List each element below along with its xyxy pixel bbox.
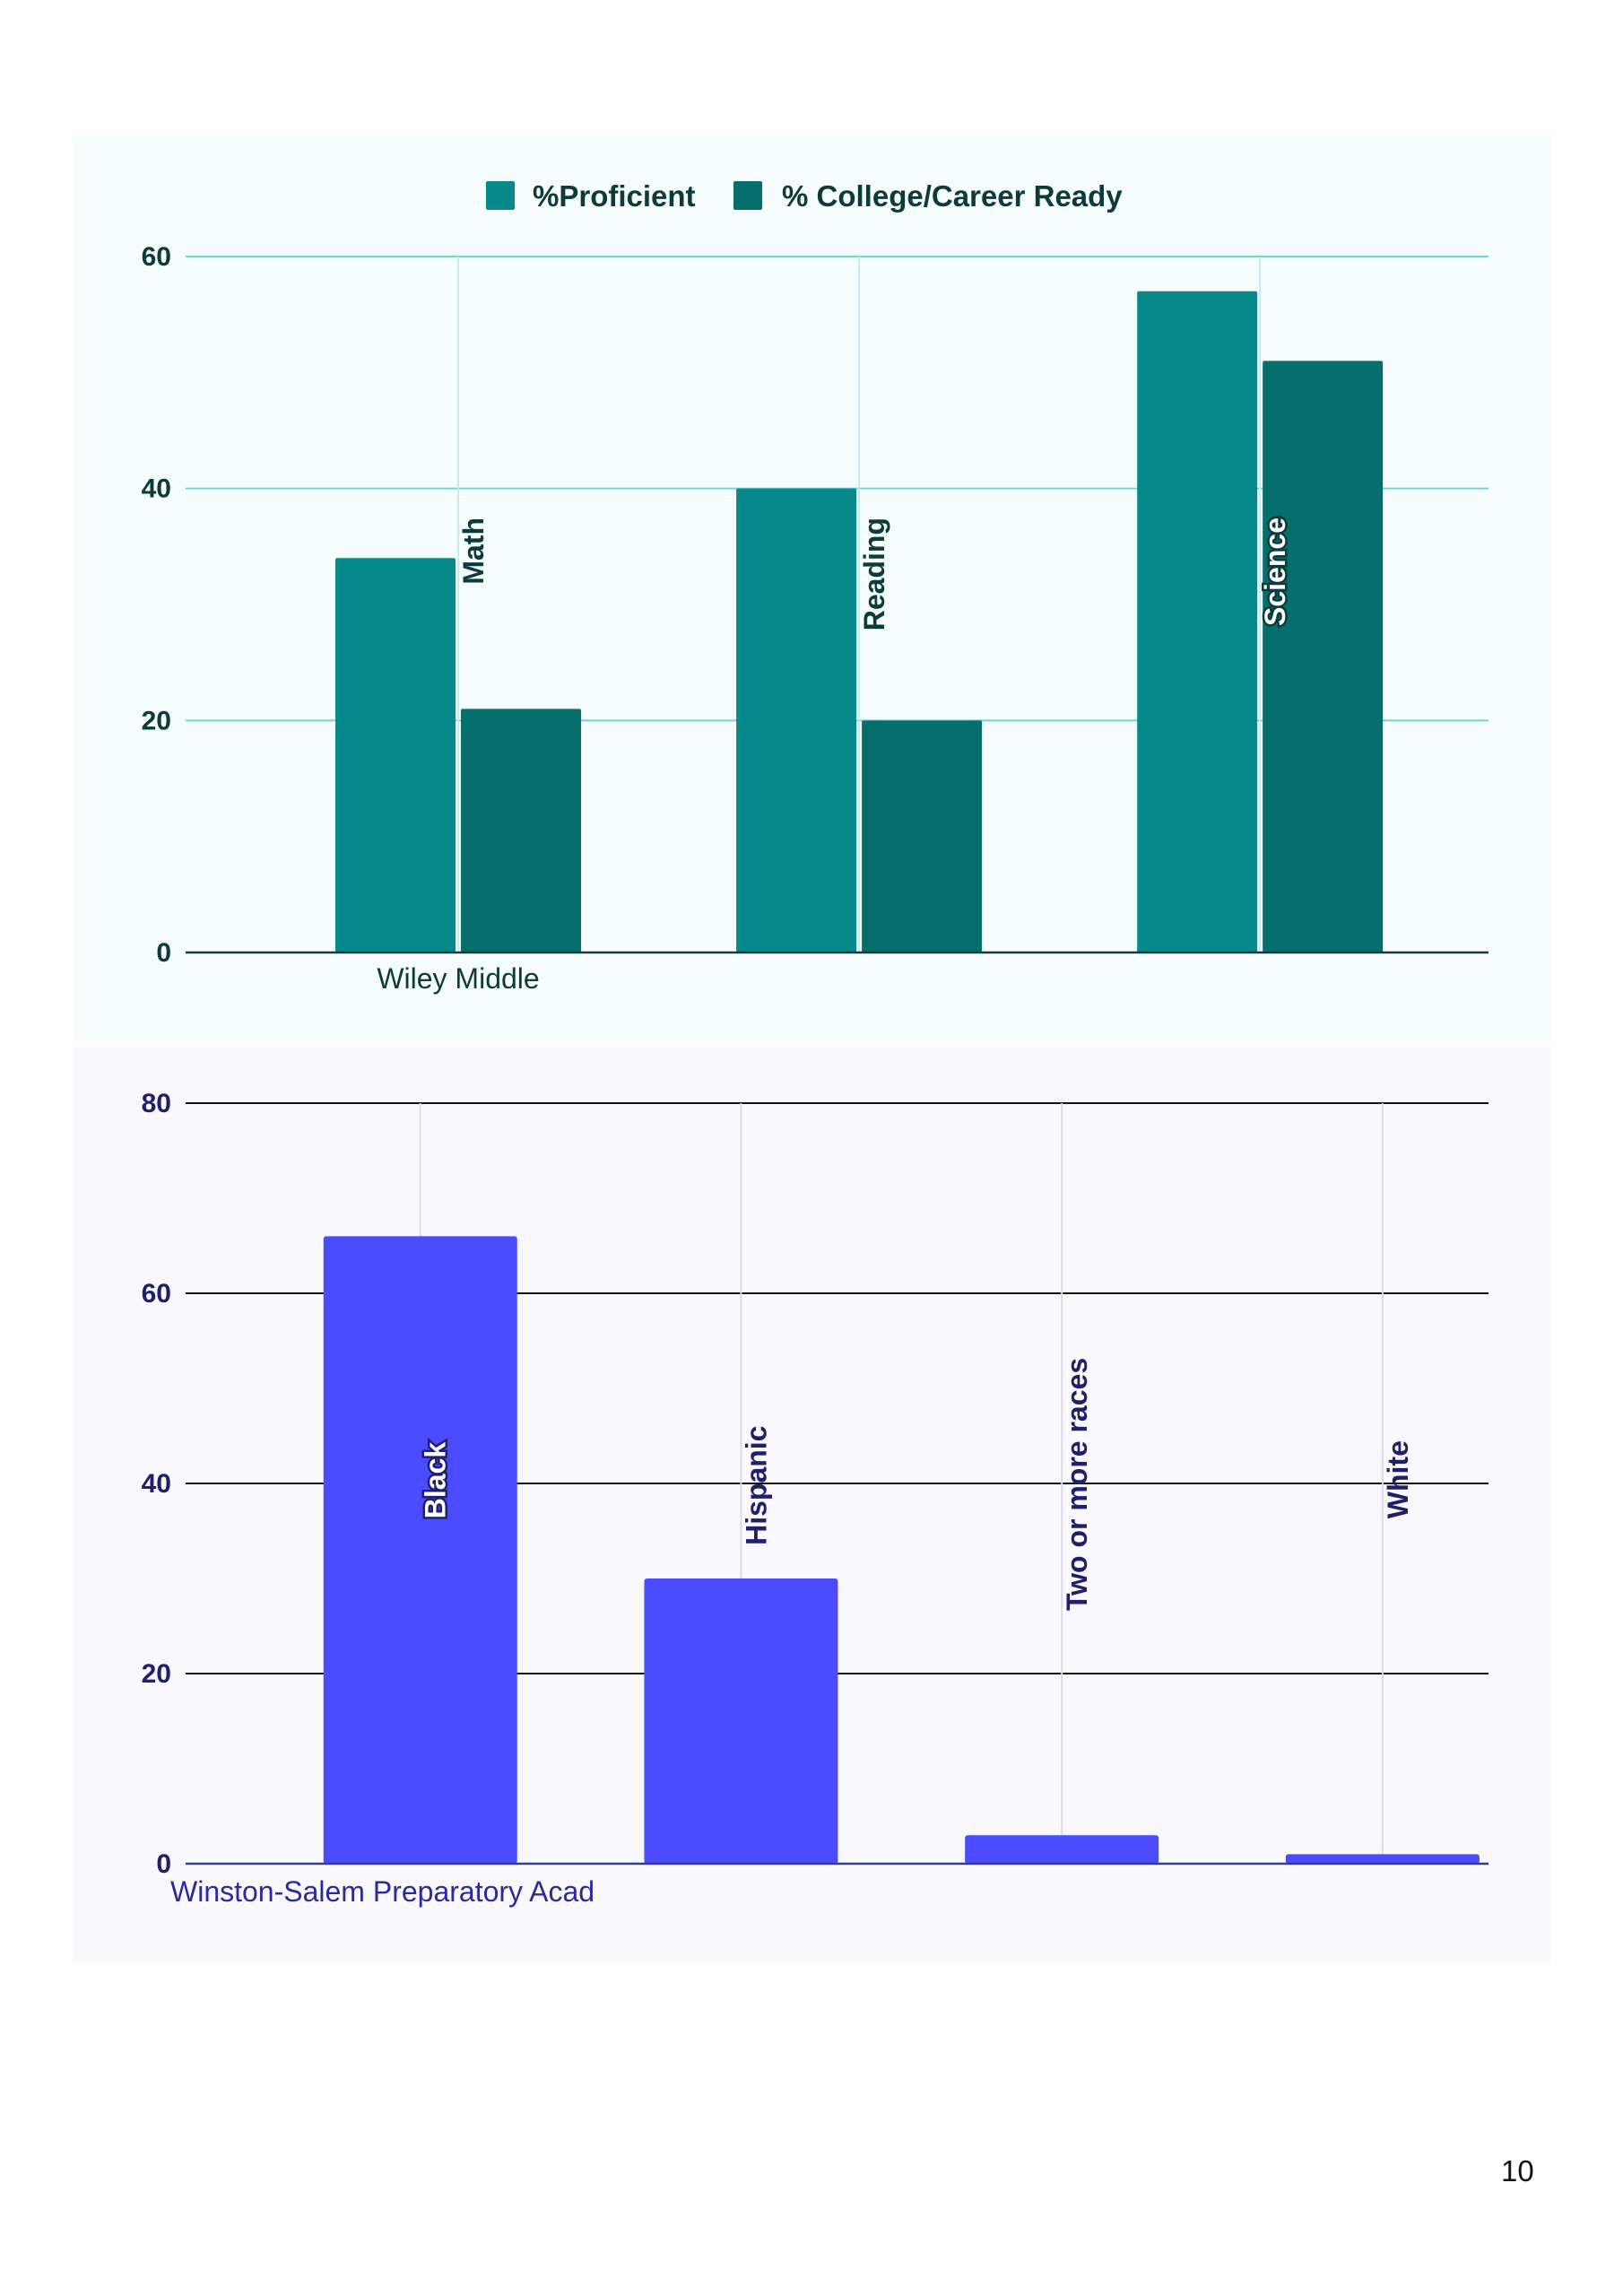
y-tick-label: 20 bbox=[142, 1659, 171, 1689]
legend-swatch-ccr bbox=[733, 181, 762, 210]
y-tick-label: 40 bbox=[142, 1469, 171, 1499]
legend-label-ccr: % College/Career Ready bbox=[782, 179, 1123, 213]
bar-black bbox=[323, 1236, 517, 1864]
y-tick-label: 40 bbox=[142, 474, 171, 504]
x-group-label: Winston-Salem Preparatory Acad bbox=[170, 1875, 595, 1908]
y-tick-label: 0 bbox=[156, 938, 171, 968]
category-label-two-or-more-races: Two or more races bbox=[1061, 1358, 1093, 1611]
bar-collegecareerready-reading bbox=[862, 720, 983, 952]
bar-proficient-reading bbox=[736, 488, 857, 952]
y-tick-label: 60 bbox=[142, 242, 171, 272]
chart-proficiency-panel: 0 20 40 60 Math Reading Science Wiley Middle %Pr… bbox=[74, 135, 1551, 1042]
category-label-hispanic: Hispanic bbox=[740, 1426, 772, 1545]
y-tick-label: 80 bbox=[142, 1089, 171, 1118]
category-label-science: Science bbox=[1259, 517, 1291, 626]
x-group-label: Wiley Middle bbox=[377, 962, 539, 995]
legend-swatch-proficient bbox=[486, 181, 515, 210]
bar-proficient-science bbox=[1137, 291, 1258, 952]
bar-white bbox=[1285, 1854, 1480, 1864]
bar-proficient-math bbox=[335, 558, 456, 952]
chart-proficiency: 0 20 40 60 Math Reading Science Wiley Middle %Pr… bbox=[142, 179, 1488, 995]
bar-collegecareerready-math bbox=[461, 709, 582, 952]
legend-label-proficient: %Proficient bbox=[533, 179, 696, 213]
category-label-white: White bbox=[1382, 1440, 1414, 1518]
y-tick-label: 60 bbox=[142, 1279, 171, 1309]
chart-race-panel: 0 20 40 60 80 Black Hispanic Two or more races W… bbox=[74, 1048, 1551, 1962]
y-tick-label: 20 bbox=[142, 706, 171, 735]
category-label-math: Math bbox=[457, 517, 490, 585]
category-label-black: Black bbox=[420, 1442, 452, 1519]
chart-race: 0 20 40 60 80 Black Hispanic Two or more races W… bbox=[142, 1089, 1488, 1908]
y-tick-label: 0 bbox=[156, 1849, 171, 1879]
bar-hispanic bbox=[644, 1578, 838, 1864]
bar-two-or-more-races bbox=[965, 1835, 1159, 1864]
page-number: 10 bbox=[1501, 2154, 1534, 2187]
bar-collegecareerready-science bbox=[1263, 361, 1384, 952]
category-label-reading: Reading bbox=[858, 517, 890, 631]
